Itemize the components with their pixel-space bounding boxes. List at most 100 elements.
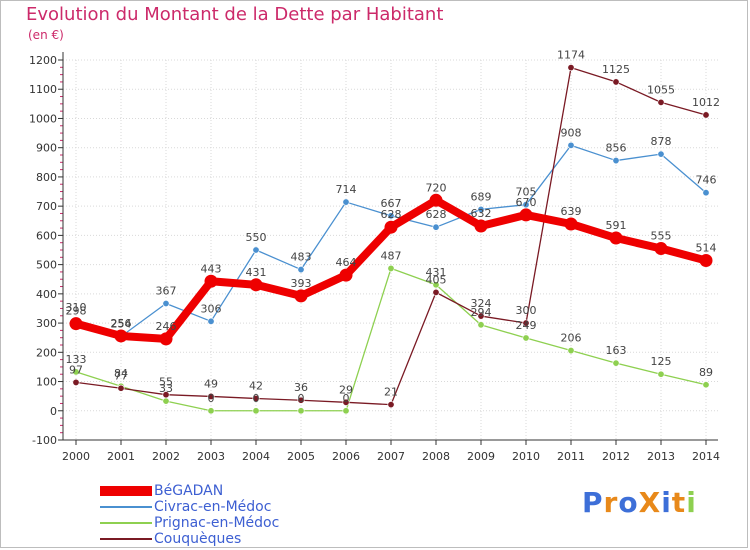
data-point-prignac-en-medoc xyxy=(432,281,440,289)
data-label-couqueques: 49 xyxy=(204,377,218,390)
data-point-civrac-en-medoc xyxy=(387,212,395,220)
data-label-begadan: 720 xyxy=(426,181,447,194)
data-point-begadan xyxy=(564,217,578,231)
data-point-prignac-en-medoc xyxy=(297,407,305,415)
logo-letter: i xyxy=(686,486,697,519)
data-label-civrac-en-medoc: 689 xyxy=(471,190,492,203)
data-point-civrac-en-medoc xyxy=(657,150,665,158)
y-tick-label: 1000 xyxy=(29,112,57,125)
data-point-couqueques xyxy=(567,64,575,72)
y-tick-label: 0 xyxy=(50,405,57,418)
y-tick-label: 200 xyxy=(36,346,57,359)
data-point-begadan xyxy=(294,289,308,303)
proxiti-logo: ProXiti xyxy=(582,486,697,519)
data-label-prignac-en-medoc: 163 xyxy=(606,344,627,357)
data-label-begadan: 246 xyxy=(156,320,177,333)
legend-swatch-begadan xyxy=(100,486,152,496)
y-tick-label: 700 xyxy=(36,200,57,213)
data-label-prignac-en-medoc: 206 xyxy=(561,332,582,345)
series-layer xyxy=(69,64,713,415)
data-label-civrac-en-medoc: 483 xyxy=(291,251,312,264)
data-label-civrac-en-medoc: 628 xyxy=(426,208,447,221)
data-point-couqueques xyxy=(657,98,665,106)
y-tick-label: 100 xyxy=(36,376,57,389)
data-point-civrac-en-medoc xyxy=(252,246,260,254)
data-label-couqueques: 1125 xyxy=(602,63,630,76)
data-point-begadan xyxy=(519,208,533,222)
data-point-couqueques xyxy=(612,78,620,86)
x-tick-label: 2014 xyxy=(692,450,720,463)
data-point-begadan xyxy=(249,278,263,292)
x-tick-label: 2001 xyxy=(107,450,135,463)
data-label-civrac-en-medoc: 878 xyxy=(651,135,672,148)
data-label-begadan: 555 xyxy=(651,230,672,243)
data-label-couqueques: 29 xyxy=(339,383,353,396)
data-label-begadan: 639 xyxy=(561,205,582,218)
data-point-begadan xyxy=(654,242,668,256)
data-label-couqueques: 42 xyxy=(249,379,263,392)
chart-title: Evolution du Montant de la Dette par Hab… xyxy=(26,4,444,25)
data-label-couqueques: 1012 xyxy=(692,96,720,109)
legend-label-couqueques: Couquèques xyxy=(154,531,242,547)
data-point-begadan xyxy=(159,332,173,346)
logo-letter: t xyxy=(671,486,687,519)
data-point-begadan xyxy=(699,254,713,268)
data-label-begadan: 431 xyxy=(246,266,267,279)
data-point-civrac-en-medoc xyxy=(477,205,485,213)
y-tick-label: 600 xyxy=(36,229,57,242)
data-point-couqueques xyxy=(162,391,170,399)
legend-swatch-couqueques xyxy=(100,538,152,540)
data-label-couqueques: 324 xyxy=(471,297,492,310)
data-label-prignac-en-medoc: 125 xyxy=(651,355,672,368)
data-point-begadan xyxy=(384,220,398,234)
axis-layer: -100010020030040050060070080090010001100… xyxy=(29,52,720,463)
x-tick-label: 2009 xyxy=(467,450,495,463)
data-point-prignac-en-medoc xyxy=(387,264,395,272)
data-point-couqueques xyxy=(252,394,260,402)
data-point-prignac-en-medoc xyxy=(657,370,665,378)
x-tick-label: 2002 xyxy=(152,450,180,463)
x-tick-label: 2011 xyxy=(557,450,585,463)
data-label-prignac-en-medoc: 249 xyxy=(516,319,537,332)
x-tick-label: 2007 xyxy=(377,450,405,463)
data-label-couqueques: 405 xyxy=(426,273,447,286)
data-point-prignac-en-medoc xyxy=(477,321,485,329)
data-label-begadan: 443 xyxy=(201,262,222,275)
y-tick-label: 400 xyxy=(36,288,57,301)
x-tick-label: 2013 xyxy=(647,450,675,463)
data-label-prignac-en-medoc: 0 xyxy=(253,392,260,405)
data-label-prignac-en-medoc: 89 xyxy=(699,366,713,379)
data-label-civrac-en-medoc: 746 xyxy=(696,174,717,187)
logo-letter: o xyxy=(618,486,639,519)
data-label-begadan: 628 xyxy=(381,208,402,221)
data-point-begadan xyxy=(609,231,623,245)
data-point-prignac-en-medoc xyxy=(612,359,620,367)
x-tick-label: 2010 xyxy=(512,450,540,463)
data-label-prignac-en-medoc: 133 xyxy=(66,353,87,366)
data-point-couqueques xyxy=(117,384,125,392)
data-label-prignac-en-medoc: 431 xyxy=(426,266,447,279)
data-label-couqueques: 21 xyxy=(384,386,398,399)
legend-swatch-prignac xyxy=(100,522,152,524)
data-point-couqueques xyxy=(432,288,440,296)
y-tick-label: -100 xyxy=(32,434,57,447)
data-point-prignac-en-medoc xyxy=(702,381,710,389)
data-point-prignac-en-medoc xyxy=(252,407,260,415)
data-label-couqueques: 77 xyxy=(114,369,128,382)
data-point-begadan xyxy=(114,329,128,343)
data-point-couqueques xyxy=(342,398,350,406)
data-label-couqueques: 1174 xyxy=(557,49,585,62)
data-point-civrac-en-medoc xyxy=(567,141,575,149)
data-label-couqueques: 55 xyxy=(159,376,173,389)
y-tick-label: 800 xyxy=(36,171,57,184)
data-point-begadan xyxy=(69,317,83,331)
data-label-civrac-en-medoc: 310 xyxy=(66,301,87,314)
data-point-prignac-en-medoc xyxy=(342,407,350,415)
data-point-civrac-en-medoc xyxy=(162,299,170,307)
data-label-civrac-en-medoc: 667 xyxy=(381,197,402,210)
x-tick-label: 2000 xyxy=(62,450,90,463)
data-point-couqueques xyxy=(297,396,305,404)
legend-label-civrac: Civrac-en-Médoc xyxy=(154,499,272,515)
data-label-prignac-en-medoc: 487 xyxy=(381,249,402,262)
